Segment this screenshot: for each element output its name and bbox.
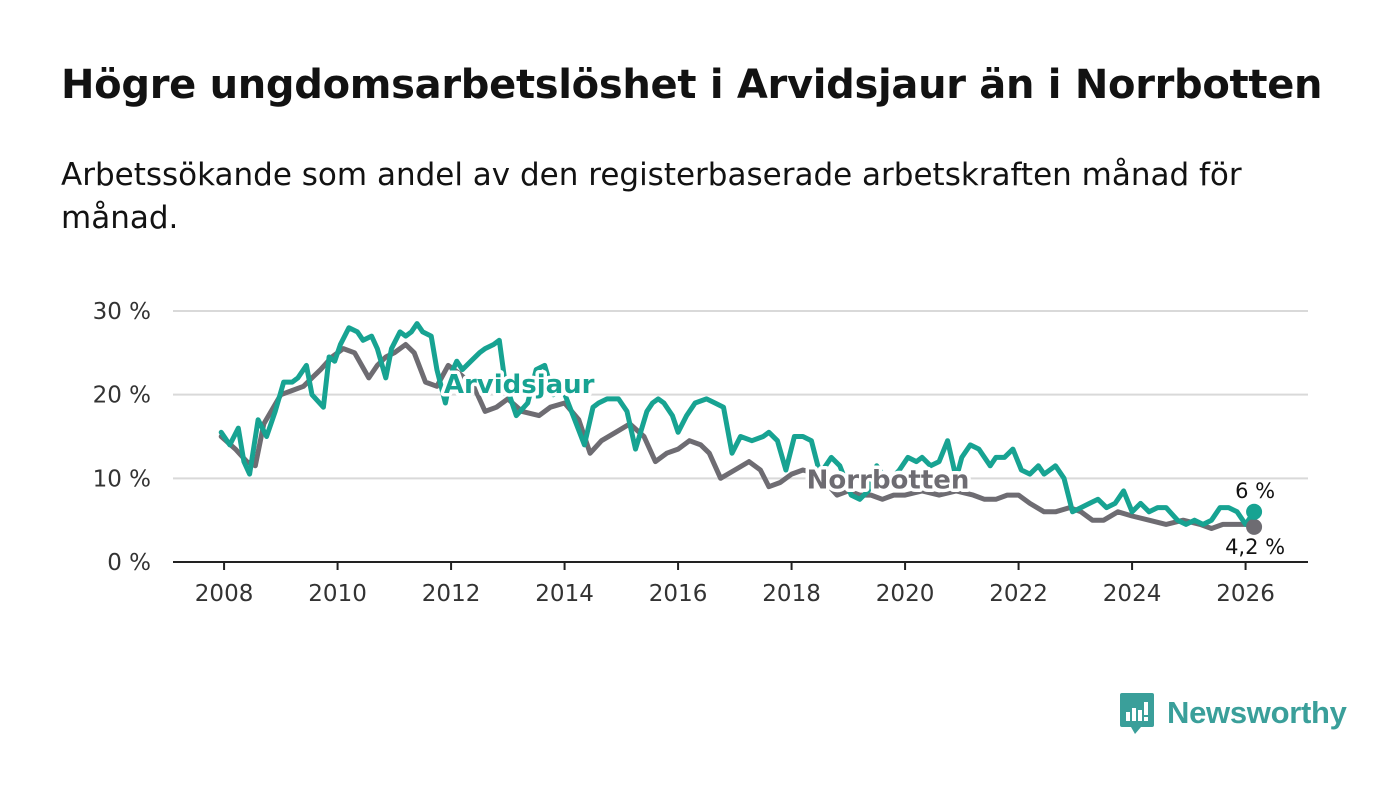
y-tick-label: 0 % (107, 550, 151, 576)
series-label-arvidsjaur: Arvidsjaur (444, 370, 595, 400)
x-tick-label: 2014 (535, 581, 594, 607)
brand-name: Newsworthy (1167, 695, 1347, 730)
y-tick-label: 20 % (93, 383, 151, 409)
series-line-arvidsjaur (218, 321, 1257, 527)
end-point-norrbotten (1246, 518, 1263, 535)
y-axis: 0 % 10 % 20 % 30 % (93, 299, 151, 576)
y-tick-label: 10 % (93, 466, 151, 492)
grid-lines (173, 310, 1308, 480)
x-tick-label: 2022 (989, 581, 1048, 607)
series-lines (218, 321, 1257, 531)
x-tick-label: 2018 (762, 581, 821, 607)
newsworthy-logo: Newsworthy (1119, 690, 1347, 736)
end-markers: 4,2 % 6 % (1225, 479, 1285, 559)
x-tick-label: 2020 (876, 581, 935, 607)
x-tick-label: 2010 (308, 581, 367, 607)
x-tick-label: 2026 (1216, 581, 1275, 607)
x-tick-label: 2012 (422, 581, 481, 607)
x-axis: 2008 2010 2012 2014 2016 2018 2020 2022 2024 2026 (173, 561, 1308, 607)
series-line-norrbotten (218, 342, 1257, 531)
bar-chart-speech-bubble-icon (1120, 693, 1154, 734)
x-tick-label: 2008 (195, 581, 254, 607)
series-labels: Norrbotten Arvidsjaur (440, 366, 973, 498)
chart-subtitle: Arbetssökande som andel av den registerb… (61, 157, 1242, 236)
y-tick-label: 30 % (93, 299, 151, 325)
x-tick-label: 2016 (649, 581, 708, 607)
series-label-norrbotten: Norrbotten (807, 465, 970, 495)
chart-title: Högre ungdomsarbetslöshet i Arvidsjaur ä… (61, 62, 1323, 108)
x-tick-label: 2024 (1103, 581, 1162, 607)
end-label-norrbotten: 4,2 % (1225, 535, 1285, 559)
end-label-arvidsjaur: 6 % (1235, 479, 1275, 503)
end-point-arvidsjaur (1246, 503, 1263, 520)
